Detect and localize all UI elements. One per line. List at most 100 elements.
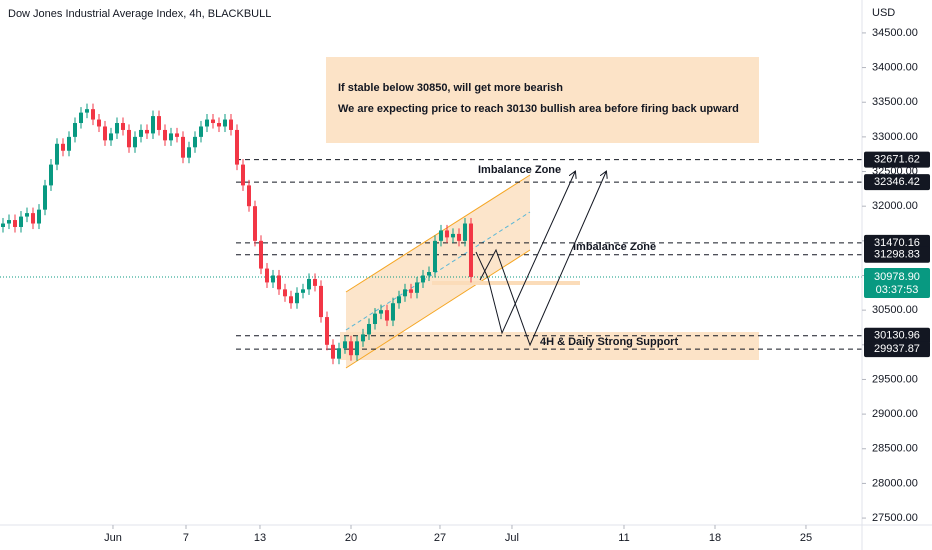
- candle-body: [414, 282, 419, 293]
- y-tick-label: 27500.00: [872, 512, 918, 524]
- candle-body: [108, 133, 113, 141]
- candle-body: [114, 123, 119, 134]
- candle-body: [42, 185, 47, 210]
- level-label: 31298.83: [874, 249, 920, 261]
- candle-body: [6, 220, 11, 224]
- candle-body: [318, 285, 323, 318]
- candle-body: [198, 126, 203, 137]
- currency: USD: [872, 7, 895, 19]
- level-label: 32346.42: [874, 176, 920, 188]
- level-label: 32671.62: [874, 154, 920, 166]
- channel-lower: [345, 249, 531, 369]
- candle-body: [216, 123, 221, 127]
- candle-body: [468, 223, 473, 277]
- candle-body: [324, 317, 329, 345]
- candle-body: [24, 213, 29, 217]
- candle-body: [60, 143, 65, 151]
- candle-body: [174, 133, 179, 137]
- y-tick-label: 29500.00: [872, 373, 918, 385]
- candle-body: [432, 240, 437, 273]
- candle-body: [150, 116, 155, 134]
- last-price-label: 30978.90: [874, 271, 920, 283]
- candle-body: [192, 136, 197, 148]
- candle-body: [360, 334, 365, 342]
- candle-body: [426, 272, 431, 276]
- annotation: 4H & Daily Strong Support: [540, 336, 678, 348]
- note: We are expecting price to reach 30130 bu…: [338, 103, 739, 115]
- note: If stable below 30850, will get more bea…: [338, 82, 563, 94]
- y-tick-label: 28500.00: [872, 443, 918, 455]
- level-label: 30130.96: [874, 330, 920, 342]
- candle-body: [396, 296, 401, 304]
- candle-body: [228, 119, 233, 130]
- level-label-box: [864, 246, 930, 263]
- candle-body: [210, 119, 215, 124]
- candle-body: [156, 116, 161, 130]
- arrow-path: [475, 172, 575, 335]
- candle-body: [72, 123, 77, 137]
- countdown: 03:37:53: [876, 284, 919, 296]
- candle-body: [138, 129, 143, 137]
- y-tick-label: 34500.00: [872, 27, 918, 39]
- candle-body: [450, 233, 455, 238]
- candle-body: [456, 233, 461, 241]
- candle-body: [342, 341, 347, 349]
- y-tick-label: 34000.00: [872, 61, 918, 73]
- x-tick-label: 27: [434, 532, 446, 544]
- x-tick-label: Jul: [505, 532, 519, 544]
- y-tick-label: 29000.00: [872, 408, 918, 420]
- candle-body: [384, 310, 389, 321]
- annotation: Imbalance Zone: [573, 241, 656, 253]
- candle-body: [288, 296, 293, 304]
- x-tick-label: 11: [618, 532, 629, 544]
- candle-body: [444, 230, 449, 238]
- channel-mid: [345, 211, 531, 331]
- x-tick-label: Jun: [104, 532, 122, 544]
- candle-body: [36, 209, 41, 224]
- note-box: [326, 57, 759, 143]
- candle-body: [246, 185, 251, 207]
- candle-body: [270, 275, 275, 283]
- candle-body: [336, 348, 341, 359]
- candle-body: [408, 289, 413, 293]
- candle-body: [186, 147, 191, 158]
- candle-body: [366, 324, 371, 335]
- title: Dow Jones Industrial Average Index, 4h, …: [8, 8, 271, 20]
- axes: 27500.00 28000.00 28500.00 29000.00 29500.00…: [104, 27, 930, 544]
- candle-body: [204, 119, 209, 127]
- candle-body: [294, 292, 299, 304]
- candle-body: [264, 268, 269, 283]
- level-label: 31470.16: [874, 237, 920, 249]
- candle-body: [54, 143, 59, 165]
- candle-body: [252, 206, 257, 241]
- candle-body: [234, 129, 239, 165]
- candle-body: [348, 341, 353, 356]
- candle-body: [120, 123, 125, 130]
- candle-body: [306, 278, 311, 290]
- x-tick-label: 18: [709, 532, 721, 544]
- candle-body: [90, 109, 95, 120]
- candle-body: [144, 129, 149, 134]
- support-zone: [340, 332, 759, 360]
- candle-body: [126, 129, 131, 148]
- candle-body: [78, 112, 83, 124]
- candle-body: [12, 220, 17, 227]
- candle-body: [276, 275, 281, 290]
- candle-body: [168, 133, 173, 141]
- candles: [0, 103, 473, 365]
- y-tick-label: 28000.00: [872, 477, 918, 489]
- level-label-box: [864, 151, 930, 168]
- level-label-box: [864, 174, 930, 191]
- candle-body: [66, 136, 71, 151]
- candle-body: [390, 303, 395, 321]
- candle-body: [240, 164, 245, 186]
- candle-body: [18, 216, 23, 227]
- y-tick-label: 33500.00: [872, 96, 918, 108]
- candle-body: [162, 129, 167, 141]
- level-label: 29937.87: [874, 343, 920, 355]
- candle-body: [180, 136, 185, 158]
- candle-body: [96, 119, 101, 127]
- candle-body: [300, 289, 305, 293]
- channel-upper: [345, 174, 531, 293]
- candle-body: [132, 136, 137, 148]
